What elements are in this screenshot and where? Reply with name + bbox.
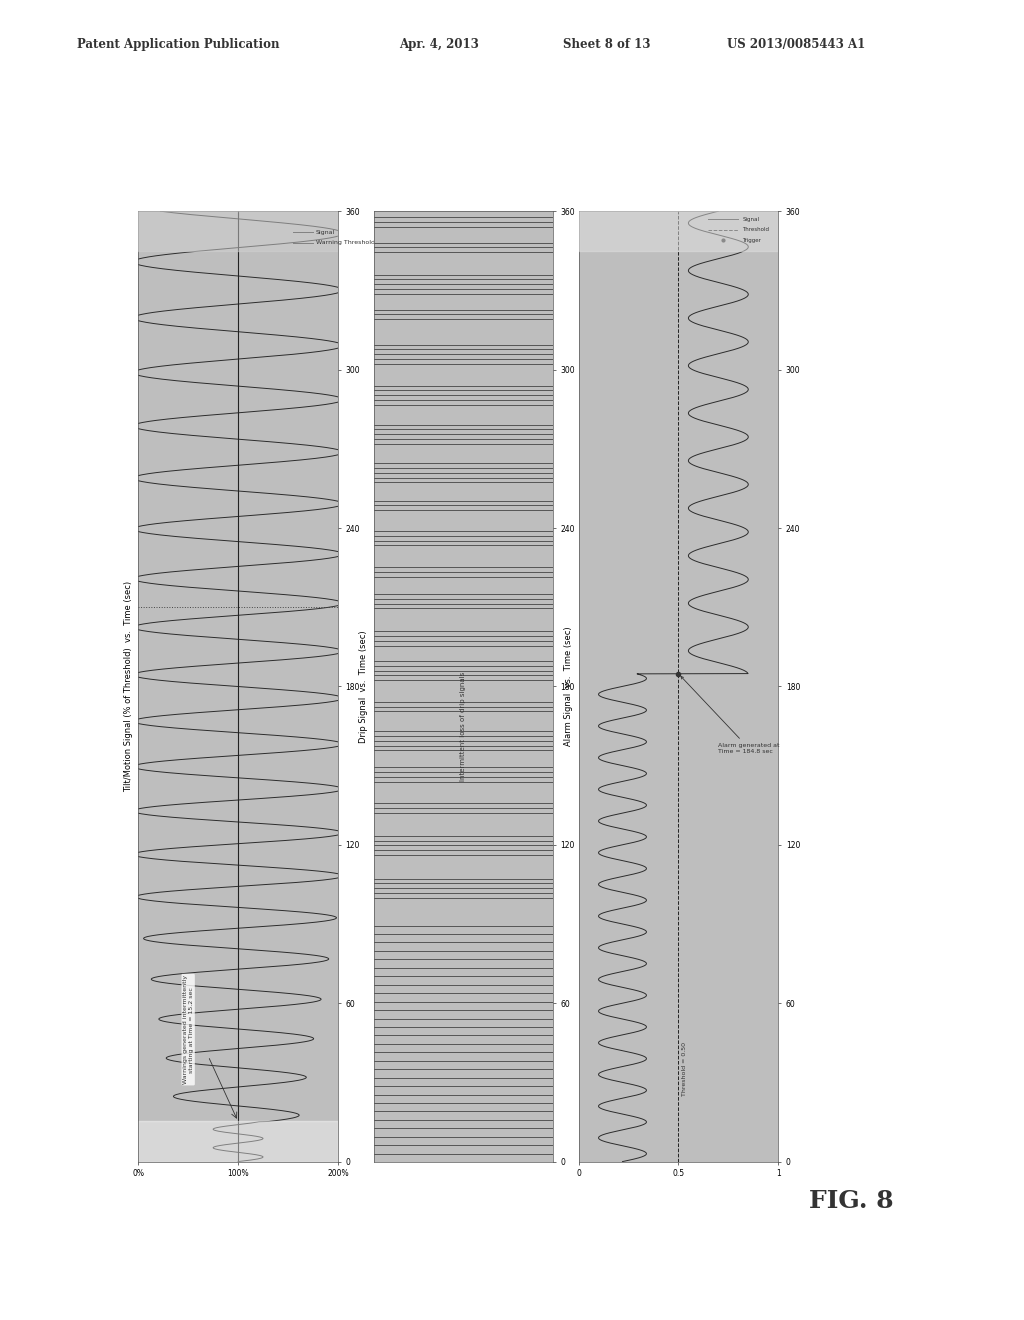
Text: Warning Threshold: Warning Threshold: [316, 240, 375, 246]
Text: FIG. 8: FIG. 8: [809, 1189, 894, 1213]
Y-axis label: Alarm Signal  vs.  Time (sec): Alarm Signal vs. Time (sec): [564, 627, 573, 746]
Y-axis label: Drip Signal  vs.  Time (sec): Drip Signal vs. Time (sec): [359, 630, 369, 743]
Text: US 2013/0085443 A1: US 2013/0085443 A1: [727, 37, 865, 50]
Text: Apr. 4, 2013: Apr. 4, 2013: [399, 37, 479, 50]
Text: Warnings generated intermittently
starting at Time = 15.2 sec: Warnings generated intermittently starti…: [182, 975, 194, 1084]
Text: Signal: Signal: [742, 216, 760, 222]
Bar: [138, 211, 338, 251]
Text: Threshold: Threshold: [742, 227, 769, 232]
Text: Threshold = 0.50: Threshold = 0.50: [682, 1041, 687, 1096]
Text: Trigger: Trigger: [742, 238, 761, 243]
Y-axis label: Tilt/Motion Signal (% of Threshold)  vs.  Time (sec): Tilt/Motion Signal (% of Threshold) vs. …: [124, 581, 133, 792]
Text: Patent Application Publication: Patent Application Publication: [77, 37, 280, 50]
Bar: [138, 1122, 338, 1162]
Bar: [579, 211, 778, 251]
Text: Alarm generated at
Time = 184.8 sec: Alarm generated at Time = 184.8 sec: [681, 676, 780, 754]
Text: Intermittent loss of drip signals: Intermittent loss of drip signals: [461, 672, 466, 780]
Text: Sheet 8 of 13: Sheet 8 of 13: [563, 37, 650, 50]
Text: Signal: Signal: [316, 230, 335, 235]
